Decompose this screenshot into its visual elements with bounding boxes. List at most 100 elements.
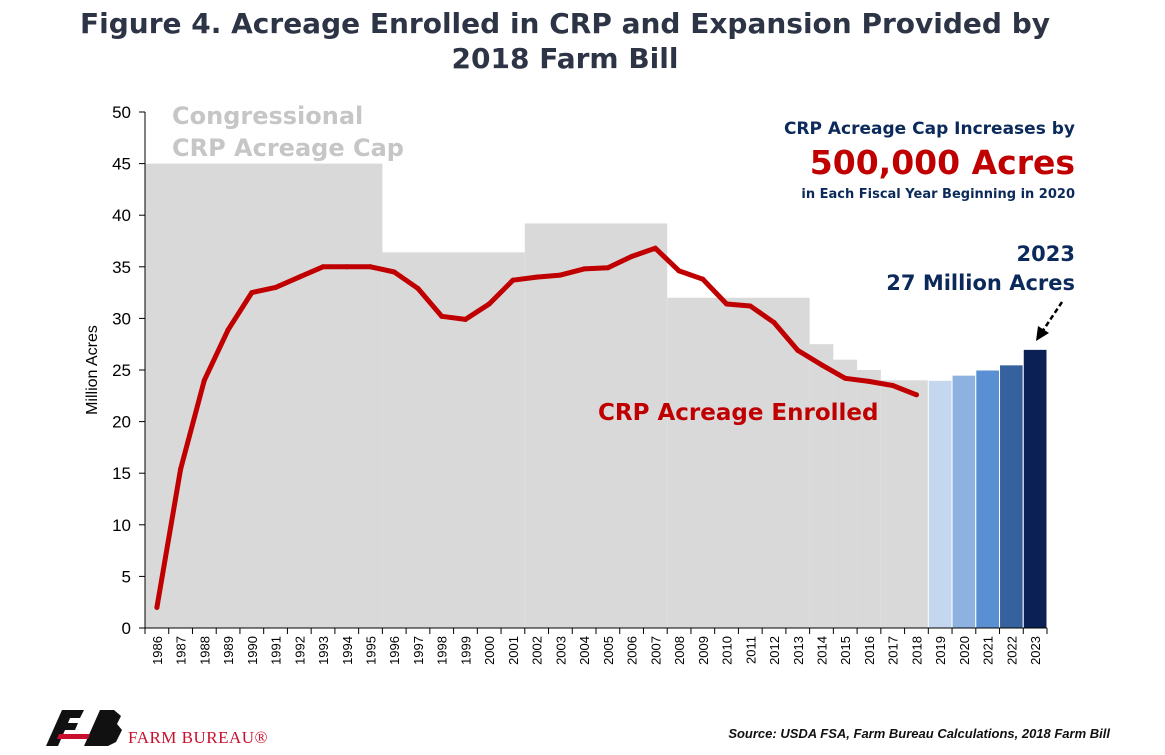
x-tick-label: 2012 [767,636,782,665]
x-tick-label: 2007 [648,636,663,665]
enrolled-point-2002 [534,274,540,280]
x-tick-label: 1987 [174,636,189,665]
cap-bar-2021 [975,369,1001,629]
x-tick-label: 2018 [909,636,924,665]
x-tick-label: 1999 [458,636,473,665]
crp-acreage-chart: 0 5 10 15 20 25 30 35 40 45 50 1986 1987 1988 1989 1990… [84,102,1075,665]
x-tick-label: 1995 [364,636,379,665]
enrolled-point-1998 [439,313,445,319]
y-tick-label: 0 [122,619,131,638]
enrolled-point-2016 [866,378,872,384]
y-tick-label: 35 [112,258,131,277]
x-tick-label: 1990 [245,636,260,665]
cap-bar-2019 [927,379,953,629]
y-axis-label: Million Acres [84,325,101,415]
enrolled-point-2004 [581,266,587,272]
x-tick-label: 2010 [720,636,735,665]
callout-value: 27 Million Acres [886,271,1075,295]
enrolled-point-2000 [486,301,492,307]
x-tick-label: 1998 [435,636,450,665]
x-tick-label: 2021 [981,636,996,665]
increase-line2: 500,000 Acres [810,143,1075,182]
x-tick-label: 1994 [340,636,355,665]
x-tick-label: 1986 [150,636,165,665]
farm-bureau-logo-mark [46,710,122,746]
callout-arrowhead [1036,326,1049,341]
enrolled-point-2018 [913,392,919,398]
x-tick-label: 2020 [957,636,972,665]
enrolled-point-2009 [700,276,706,282]
y-tick-label: 5 [122,567,131,586]
enrolled-point-2007 [652,245,658,251]
y-tick-label: 25 [112,361,131,380]
callout-year: 2023 [1017,242,1075,266]
enrolled-point-1996 [391,269,397,275]
enrolled-point-1986 [154,604,160,610]
x-tick-label: 1996 [387,636,402,665]
cap-area-segment [667,297,810,628]
enrolled-point-1990 [249,290,255,296]
enrolled-point-2012 [771,320,777,326]
x-tick-label: 2004 [577,636,592,665]
y-tick-label: 50 [112,103,131,122]
x-tick-label: 2022 [1004,636,1019,665]
cap-area-segment [145,163,383,628]
x-tick-label: 2015 [838,636,853,665]
enrolled-point-2015 [842,375,848,381]
x-tick-label: 2009 [696,636,711,665]
cap-bar-2022 [999,364,1024,629]
cap-label-line2: CRP Acreage Cap [172,134,404,162]
enrolled-point-1988 [201,377,207,383]
cap-area-segment [833,359,858,628]
cap-area-segment [880,380,929,628]
enrolled-point-2011 [747,303,753,309]
enrolled-point-1987 [178,466,184,472]
enrolled-line-layer [154,245,919,610]
enrolled-point-2003 [557,272,563,278]
callout-arrow [1040,301,1064,333]
y-tick-label: 45 [112,155,131,174]
cap-area-segment [524,223,668,628]
increase-line1: CRP Acreage Cap Increases by [784,119,1075,139]
enrolled-point-2005 [605,265,611,271]
x-tick-label: 2006 [625,636,640,665]
x-tick-label: 1989 [221,636,236,665]
x-tick-label: 2002 [530,636,545,665]
x-tick-label: 2011 [743,636,758,664]
x-tick-label: 2013 [791,636,806,665]
y-tick-label: 30 [112,309,131,328]
x-tick-label: 2019 [933,636,948,665]
enrolled-point-1999 [462,316,468,322]
x-tick-label: 1988 [197,636,212,665]
x-tick-label: 2016 [862,636,877,665]
x-tick-label: 2001 [506,636,521,665]
enrolled-point-2013 [795,347,801,353]
bar-layer [927,348,1048,629]
enrolled-point-1997 [415,285,421,291]
cap-area-segment [809,344,834,628]
enrolled-point-2014 [819,362,824,368]
x-tick-label: 2008 [672,636,687,665]
y-tick-label: 10 [112,516,131,535]
x-tick-label: 2017 [886,636,901,665]
x-tick-label: 2005 [601,636,616,665]
y-tick-label: 15 [112,464,131,483]
cap-area-layer [145,163,929,629]
x-tick-label: 2014 [815,636,830,665]
enrolled-label: CRP Acreage Enrolled [598,400,878,426]
increase-line3: in Each Fiscal Year Beginning in 2020 [801,187,1075,202]
source-note: Source: USDA FSA, Farm Bureau Calculatio… [728,726,1110,741]
cap-bar-2020 [951,374,977,629]
enrolled-point-1992 [296,274,302,280]
x-tick-label: 2000 [482,636,497,665]
x-tick-label: 1991 [269,636,284,665]
cap-area-segment [857,370,881,628]
enrolled-point-1989 [225,327,231,333]
y-tick-label: 20 [112,413,131,432]
enrolled-point-2006 [629,253,635,259]
y-tick-label: 40 [112,206,131,225]
farm-bureau-wordmark: FARM BUREAU® [128,728,268,747]
enrolled-point-2001 [510,277,516,283]
x-tick-label: 1997 [411,636,426,665]
enrolled-point-2010 [724,301,730,307]
